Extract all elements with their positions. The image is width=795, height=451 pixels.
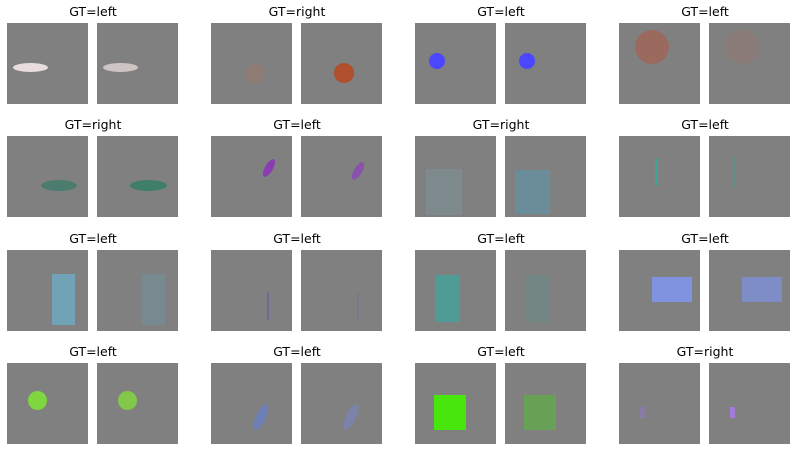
line-shape xyxy=(357,292,359,320)
rectangle-shape xyxy=(426,169,462,215)
ellipse-shape xyxy=(250,402,272,432)
pair-title: GT=right xyxy=(676,344,734,359)
right-image-panel xyxy=(709,250,790,331)
line-shape xyxy=(734,158,736,186)
circle-shape xyxy=(334,63,354,83)
pair-cell: GT=left xyxy=(619,232,791,332)
pair-title: GT=left xyxy=(681,4,729,19)
pair-title: GT=left xyxy=(273,231,321,246)
right-image-panel xyxy=(97,23,178,104)
ellipse-shape xyxy=(349,160,367,182)
ellipse-shape xyxy=(41,180,77,191)
rectangle-shape xyxy=(742,277,782,302)
right-image-panel xyxy=(97,363,178,444)
left-image-panel xyxy=(619,136,700,217)
rectangle-shape xyxy=(640,407,645,418)
pair-cell: GT=left xyxy=(211,345,383,445)
right-image-panel xyxy=(505,23,586,104)
pair-cell: GT=left xyxy=(619,118,791,218)
left-image-panel xyxy=(211,363,292,444)
right-image-panel xyxy=(97,136,178,217)
pair-title: GT=left xyxy=(273,344,321,359)
right-image-panel xyxy=(505,136,586,217)
pair-title: GT=right xyxy=(472,117,530,132)
left-image-panel xyxy=(415,363,496,444)
left-image-panel xyxy=(619,363,700,444)
pair-title: GT=left xyxy=(69,4,117,19)
left-image-panel xyxy=(619,23,700,104)
pair-cell: GT=right xyxy=(415,118,587,218)
pair-title: GT=left xyxy=(681,117,729,132)
circle-shape xyxy=(118,391,137,410)
pair-cell: GT=right xyxy=(619,345,791,445)
pair-title: GT=left xyxy=(273,117,321,132)
line-shape xyxy=(655,158,658,186)
ellipse-shape xyxy=(103,63,138,72)
square-shape xyxy=(524,395,556,430)
pair-cell: GT=left xyxy=(211,118,383,218)
left-image-panel xyxy=(7,250,88,331)
ellipse-shape xyxy=(260,157,278,179)
left-image-panel xyxy=(415,136,496,217)
pair-title: GT=left xyxy=(681,231,729,246)
circle-shape xyxy=(28,391,47,410)
left-image-panel xyxy=(211,136,292,217)
left-image-panel xyxy=(7,363,88,444)
pair-cell: GT=right xyxy=(211,5,383,105)
rectangle-shape xyxy=(52,274,75,325)
right-image-panel xyxy=(505,363,586,444)
left-image-panel xyxy=(619,250,700,331)
left-image-panel xyxy=(7,23,88,104)
square-shape xyxy=(434,395,466,430)
pair-title: GT=left xyxy=(69,231,117,246)
right-image-panel xyxy=(97,250,178,331)
circle-shape xyxy=(519,53,535,69)
pair-title: GT=right xyxy=(268,4,326,19)
pair-title: GT=left xyxy=(477,231,525,246)
pair-title: GT=left xyxy=(69,344,117,359)
rectangle-shape xyxy=(652,277,692,302)
left-image-panel xyxy=(415,23,496,104)
right-image-panel xyxy=(301,136,382,217)
left-image-panel xyxy=(415,250,496,331)
pair-title: GT=left xyxy=(477,344,525,359)
right-image-panel xyxy=(301,363,382,444)
rectangle-shape xyxy=(142,274,165,325)
line-shape xyxy=(267,292,269,320)
rectangle-shape xyxy=(435,275,460,322)
circle-shape xyxy=(635,30,669,64)
left-image-panel xyxy=(211,23,292,104)
right-image-panel xyxy=(301,23,382,104)
ellipse-shape xyxy=(340,402,362,432)
pair-cell: GT=left xyxy=(415,232,587,332)
circle-shape xyxy=(245,64,264,83)
circle-shape xyxy=(725,30,759,64)
pair-cell: GT=left xyxy=(619,5,791,105)
right-image-panel xyxy=(505,250,586,331)
pair-cell: GT=left xyxy=(211,232,383,332)
pair-cell: GT=left xyxy=(7,232,179,332)
right-image-panel xyxy=(709,23,790,104)
pair-cell: GT=right xyxy=(7,118,179,218)
rectangle-shape xyxy=(515,170,550,214)
right-image-panel xyxy=(709,363,790,444)
pair-cell: GT=left xyxy=(7,345,179,445)
pair-cell: GT=left xyxy=(7,5,179,105)
right-image-panel xyxy=(301,250,382,331)
left-image-panel xyxy=(211,250,292,331)
circle-shape xyxy=(429,53,445,69)
left-image-panel xyxy=(7,136,88,217)
pair-cell: GT=left xyxy=(415,345,587,445)
ellipse-shape xyxy=(13,63,48,72)
rectangle-shape xyxy=(525,275,550,322)
pair-cell: GT=left xyxy=(415,5,587,105)
ellipse-shape xyxy=(130,180,167,191)
pair-title: GT=left xyxy=(477,4,525,19)
pair-title: GT=right xyxy=(64,117,122,132)
rectangle-shape xyxy=(730,407,735,418)
right-image-panel xyxy=(709,136,790,217)
